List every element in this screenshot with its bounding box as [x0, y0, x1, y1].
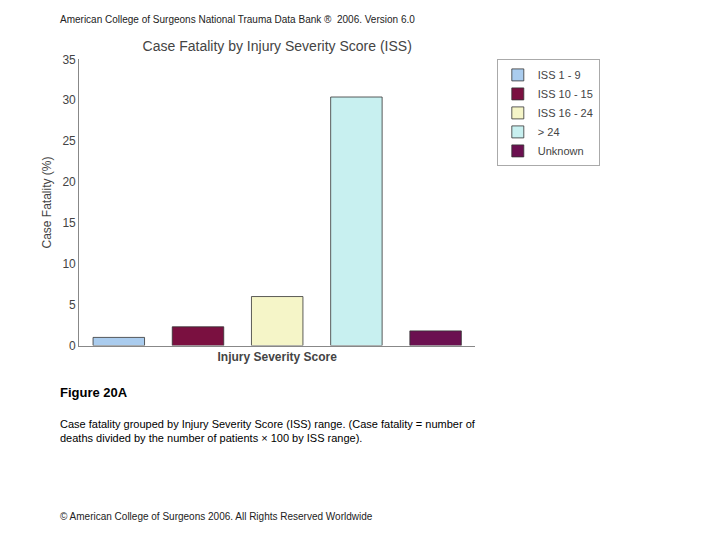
svg-text:Case Fatality (%): Case Fatality (%) — [40, 156, 54, 248]
svg-text:25: 25 — [62, 134, 76, 148]
svg-text:> 24: > 24 — [538, 126, 560, 138]
svg-text:5: 5 — [69, 298, 76, 312]
svg-text:ISS 16 - 24: ISS 16 - 24 — [538, 107, 593, 119]
svg-text:© American College of Surgeons: © American College of Surgeons 2006. All… — [60, 511, 373, 522]
svg-text:Case fatality grouped by Injur: Case fatality grouped by Injury Severity… — [60, 418, 476, 444]
svg-text:Figure 20A: Figure 20A — [60, 385, 128, 400]
svg-text:35: 35 — [62, 53, 76, 67]
svg-text:American College of Surgeons N: American College of Surgeons National Tr… — [60, 14, 415, 25]
svg-text:Injury Severity Score: Injury Severity Score — [218, 350, 338, 364]
svg-text:30: 30 — [62, 93, 76, 107]
svg-text:15: 15 — [62, 216, 76, 230]
svg-text:Case Fatality by Injury Severi: Case Fatality by Injury Severity Score (… — [143, 38, 412, 54]
svg-text:0: 0 — [69, 339, 76, 353]
svg-text:20: 20 — [62, 175, 76, 189]
svg-text:ISS 10 - 15: ISS 10 - 15 — [538, 88, 593, 100]
svg-text:Unknown: Unknown — [538, 145, 584, 157]
svg-text:10: 10 — [62, 257, 76, 271]
svg-text:ISS 1 - 9: ISS 1 - 9 — [538, 69, 581, 81]
